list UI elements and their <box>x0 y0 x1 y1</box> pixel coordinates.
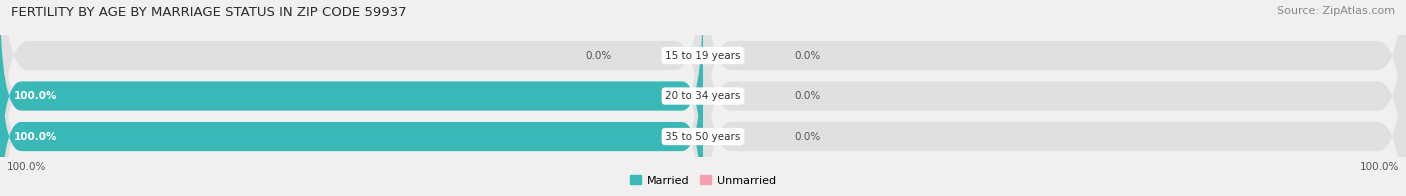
FancyBboxPatch shape <box>703 0 1406 196</box>
Text: 15 to 19 years: 15 to 19 years <box>665 51 741 61</box>
Text: 100.0%: 100.0% <box>1360 162 1399 172</box>
Text: 35 to 50 years: 35 to 50 years <box>665 132 741 142</box>
FancyBboxPatch shape <box>0 0 703 196</box>
Text: 100.0%: 100.0% <box>14 132 58 142</box>
FancyBboxPatch shape <box>0 30 703 196</box>
FancyBboxPatch shape <box>0 0 703 196</box>
Text: 0.0%: 0.0% <box>794 51 821 61</box>
FancyBboxPatch shape <box>703 0 1406 196</box>
Text: 0.0%: 0.0% <box>585 51 612 61</box>
FancyBboxPatch shape <box>0 0 703 196</box>
FancyBboxPatch shape <box>0 0 703 196</box>
Text: 0.0%: 0.0% <box>794 132 821 142</box>
Text: 100.0%: 100.0% <box>14 91 58 101</box>
Text: FERTILITY BY AGE BY MARRIAGE STATUS IN ZIP CODE 59937: FERTILITY BY AGE BY MARRIAGE STATUS IN Z… <box>11 6 406 19</box>
FancyBboxPatch shape <box>703 0 1406 196</box>
Text: 100.0%: 100.0% <box>7 162 46 172</box>
Text: Source: ZipAtlas.com: Source: ZipAtlas.com <box>1277 6 1395 16</box>
Text: 20 to 34 years: 20 to 34 years <box>665 91 741 101</box>
Text: 0.0%: 0.0% <box>794 91 821 101</box>
Legend: Married, Unmarried: Married, Unmarried <box>630 175 776 186</box>
